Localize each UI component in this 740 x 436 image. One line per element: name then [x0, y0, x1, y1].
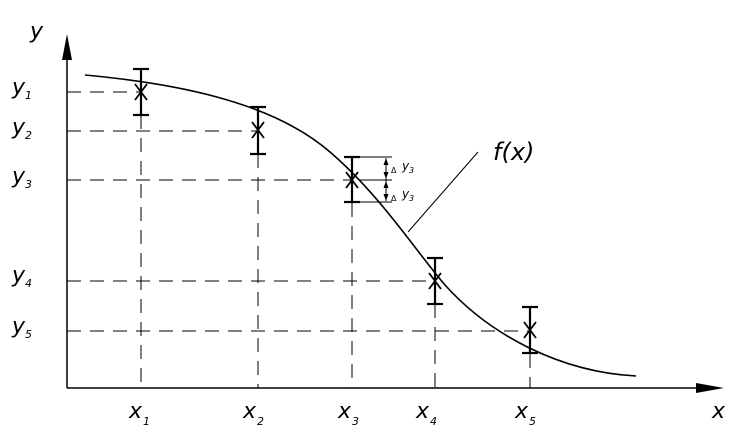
data-point-4	[427, 256, 443, 306]
data-point-2	[250, 105, 266, 156]
x-axis-label: x	[711, 399, 726, 424]
fitted-curve	[84, 74, 637, 377]
x-sub-3: 3	[352, 415, 359, 428]
x-sub-2: 2	[257, 415, 264, 428]
x-sub-5: 5	[529, 415, 536, 428]
y-label-1: y	[11, 75, 26, 100]
y-tick-labels: y 1 y 2 y 3 y 4 y 5	[11, 75, 32, 341]
data-points	[133, 67, 538, 355]
x-label-4: x	[415, 399, 430, 424]
delta-sub-lower: 3	[409, 194, 414, 203]
y-axis-arrow	[62, 34, 72, 60]
function-label: f(x)	[493, 138, 534, 166]
y-sub-2: 2	[25, 129, 32, 142]
cross-marker-4	[428, 272, 442, 290]
y-axis-label: y	[29, 19, 44, 44]
x-axis-arrow	[696, 383, 724, 393]
y-label-4: y	[11, 263, 26, 288]
y-sub-1: 1	[25, 89, 32, 102]
x-label-3: x	[337, 399, 352, 424]
error-dimension	[360, 156, 392, 203]
x-tick-labels: x 1 x 2 x 3 x 4 x 5	[128, 399, 536, 428]
dim-arrows	[383, 158, 389, 201]
x-sub-1: 1	[143, 415, 150, 428]
y-label-3: y	[11, 164, 26, 189]
x-sub-4: 4	[430, 415, 437, 428]
axes	[66, 48, 710, 389]
cross-marker-2	[251, 121, 265, 139]
y-sub-3: 3	[25, 178, 32, 191]
y-label-2: y	[11, 115, 26, 140]
function-leader-line	[407, 151, 479, 233]
delta-symbol-upper: Δ	[391, 166, 397, 175]
data-point-1	[133, 67, 149, 117]
x-label-2: x	[242, 399, 257, 424]
data-point-5	[522, 305, 538, 355]
x-label-1: x	[128, 399, 143, 424]
delta-symbol-lower: Δ	[391, 194, 397, 203]
data-point-3	[344, 155, 360, 204]
delta-label-upper: Δ y 3	[391, 159, 414, 175]
delta-sub-upper: 3	[409, 166, 414, 175]
delta-y-lower: y	[401, 187, 410, 201]
cross-marker-5	[523, 321, 537, 339]
cross-marker-3	[345, 171, 359, 189]
guide-lines	[67, 91, 531, 388]
x-label-5: x	[514, 399, 529, 424]
cross-marker-1	[134, 83, 148, 101]
delta-y-upper: y	[401, 159, 410, 173]
y-sub-4: 4	[25, 277, 32, 290]
y-sub-5: 5	[25, 328, 32, 341]
y-label-5: y	[11, 314, 26, 339]
delta-label-lower: Δ y 3	[391, 187, 414, 203]
